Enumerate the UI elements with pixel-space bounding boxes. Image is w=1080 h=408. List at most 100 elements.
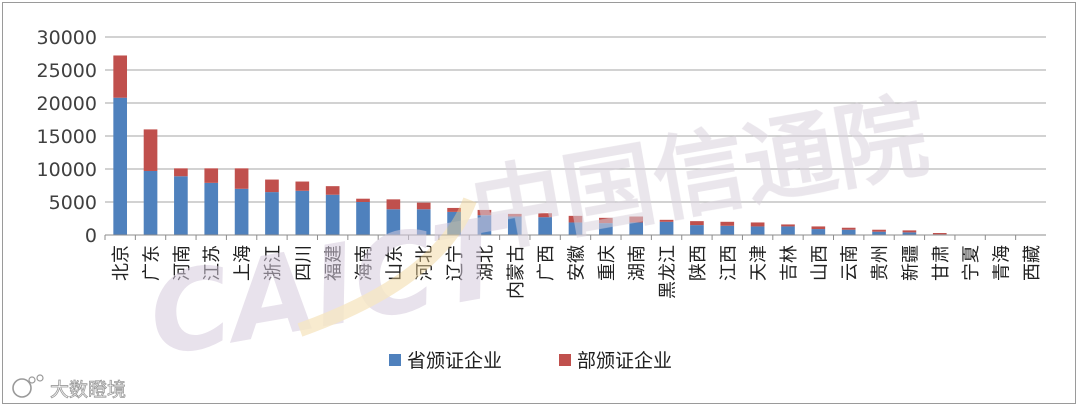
legend-swatch-series-1	[389, 354, 401, 366]
bar-provincial-9	[386, 209, 401, 235]
bar-provincial-22	[781, 226, 795, 235]
x-category-label: 山东	[384, 245, 405, 281]
y-tick-label: 20000	[37, 93, 97, 115]
bar-provincial-2	[174, 176, 188, 235]
watermark-text: 中国信通院	[464, 82, 936, 267]
x-category-label: 新疆	[900, 245, 921, 281]
source-logo: 大数瞪境	[12, 374, 126, 401]
bar-ministerial-2	[174, 168, 188, 177]
bar-provincial-13	[507, 216, 522, 235]
bar-ministerial-1	[143, 129, 158, 171]
bar-ministerial-21	[750, 222, 765, 227]
bar-ministerial-16	[599, 217, 613, 224]
x-category-label: 云南	[840, 245, 861, 281]
bar-ministerial-9	[386, 199, 401, 210]
x-category-label: 西藏	[1022, 245, 1043, 281]
x-category-label: 吉林	[779, 245, 800, 281]
bar-provincial-15	[568, 222, 583, 235]
x-axis	[104, 234, 1046, 240]
bar-provincial-23	[811, 229, 826, 235]
x-category-label: 陕西	[688, 245, 709, 281]
bar-ministerial-14	[538, 213, 552, 218]
bar-provincial-18	[659, 221, 674, 235]
x-category-label: 广西	[536, 245, 557, 281]
bar-ministerial-4	[234, 168, 249, 189]
bar-ministerial-11	[447, 207, 461, 212]
y-tick-label: 25000	[37, 60, 97, 82]
x-category-label: 重庆	[597, 245, 618, 281]
bar-provincial-8	[356, 202, 370, 235]
bar-provincial-20	[720, 225, 735, 235]
bar-provincial-19	[690, 225, 704, 235]
x-category-label: 河南	[172, 245, 193, 281]
x-category-label: 安徽	[567, 245, 588, 281]
x-category-label: 青海	[991, 245, 1012, 281]
bar-ministerial-3	[204, 168, 219, 183]
x-axis-category-labels: 北京 广东 河南 江苏 上海 浙江 四川 福建 海南 山东 河北 辽宁 湖北 内蒙古 广西 安徽 重庆 湖南 黑龙江…	[111, 245, 1043, 299]
bar-ministerial-17	[629, 216, 644, 223]
y-axis-tick-labels: 0 5000 10000 15000 20000 25000 30000	[37, 27, 97, 247]
bar-ministerial-22	[781, 224, 795, 227]
gridlines	[105, 36, 1046, 203]
y-tick-label: 5000	[49, 192, 97, 214]
bar-ministerial-12	[477, 209, 492, 216]
bar-ministerial-19	[690, 221, 704, 226]
watermark-swoosh	[297, 197, 477, 337]
bar-provincial-3	[204, 182, 219, 235]
bar-provincial-1	[143, 170, 158, 235]
bar-ministerial-10	[416, 202, 431, 210]
bar-provincial-11	[447, 211, 461, 235]
bar-provincial-4	[234, 188, 249, 235]
legend: 省颁证企业 部颁证企业	[389, 350, 672, 372]
bar-ministerial-27	[932, 233, 947, 235]
x-category-label: 黑龙江	[658, 245, 679, 299]
x-category-label: 天津	[749, 245, 770, 281]
y-tick-label: 10000	[37, 159, 97, 181]
x-category-label: 甘肃	[931, 245, 952, 281]
x-category-label: 北京	[111, 245, 132, 281]
x-category-label: 福建	[324, 245, 345, 281]
bar-provincial-7	[325, 194, 340, 235]
bar-ministerial-13	[507, 213, 522, 217]
bar-ministerial-18	[659, 219, 674, 222]
legend-label-series-2: 部颁证企业	[577, 350, 672, 372]
bar-ministerial-23	[811, 226, 826, 230]
bar-provincial-25	[872, 231, 886, 235]
x-category-label: 湖北	[475, 245, 496, 281]
x-category-label: 湖南	[627, 245, 648, 281]
y-tick-label: 0	[85, 225, 97, 247]
x-category-label: 内蒙古	[506, 245, 527, 299]
y-tick-label: 30000	[37, 27, 97, 49]
bar-provincial-14	[538, 217, 552, 235]
x-category-label: 辽宁	[445, 245, 466, 281]
bar-provincial-0	[113, 97, 128, 235]
x-category-label: 宁夏	[961, 245, 982, 281]
bar-provincial-10	[416, 209, 431, 235]
x-category-label: 广东	[142, 245, 163, 281]
bar-series	[113, 55, 947, 235]
bar-provincial-24	[841, 229, 856, 235]
bar-ministerial-20	[720, 221, 735, 226]
bar-provincial-6	[295, 190, 310, 235]
legend-label-series-1: 省颁证企业	[407, 350, 502, 372]
bar-provincial-21	[750, 226, 765, 235]
bar-ministerial-7	[325, 186, 340, 195]
x-category-label: 上海	[233, 245, 254, 281]
bar-provincial-12	[477, 215, 492, 235]
bar-provincial-5	[265, 192, 279, 235]
x-category-label: 四川	[293, 245, 314, 281]
x-category-label: 海南	[354, 245, 375, 281]
legend-swatch-series-2	[559, 354, 571, 366]
bar-provincial-16	[599, 223, 613, 235]
bar-ministerial-24	[841, 227, 856, 230]
bar-ministerial-15	[568, 215, 583, 223]
x-category-label: 贵州	[870, 245, 891, 281]
bar-ministerial-8	[356, 198, 370, 202]
x-category-label: 山西	[809, 245, 830, 281]
bar-ministerial-0	[113, 55, 128, 98]
bar-ministerial-25	[872, 229, 886, 232]
source-logo-text: 大数瞪境	[50, 379, 126, 401]
bar-ministerial-26	[902, 230, 917, 233]
y-tick-label: 15000	[37, 126, 97, 148]
